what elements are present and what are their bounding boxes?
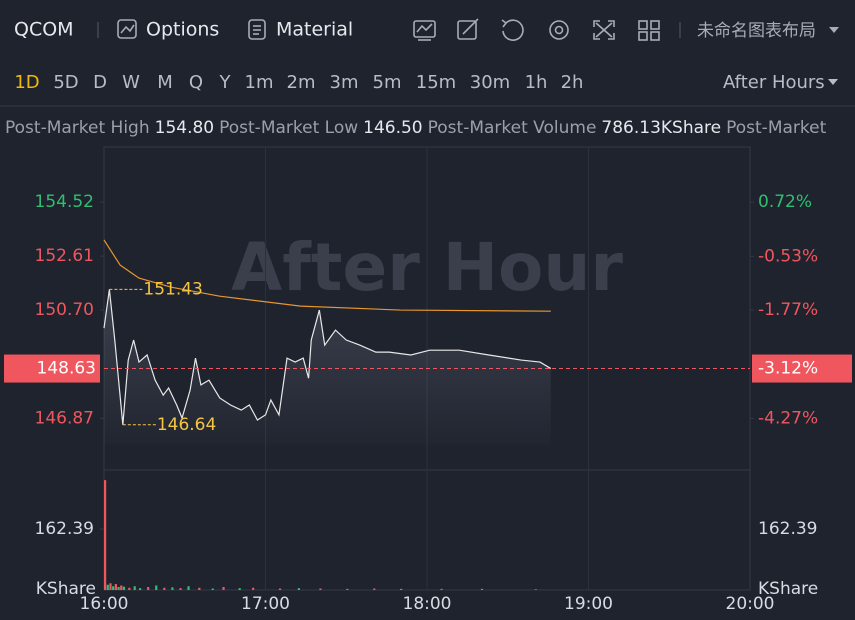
stat-label: Post-Market High <box>5 118 150 138</box>
volume-bar <box>480 588 484 590</box>
volume-bar <box>109 583 112 590</box>
volume-bar <box>147 587 150 590</box>
price-area <box>104 289 551 445</box>
volume-bar <box>122 586 126 590</box>
timeframe-button[interactable]: Y <box>219 72 232 93</box>
session-selector[interactable]: After Hours <box>723 72 825 93</box>
volume-bar <box>138 588 142 590</box>
timeframe-button[interactable]: 3m <box>330 72 359 93</box>
volume-bar <box>278 588 282 590</box>
stats-row: Post-Market High 154.80 Post-Market Low 146… <box>5 118 827 138</box>
y2-tick-label: 0.72% <box>758 192 812 212</box>
volume-bar <box>440 588 443 590</box>
last-price-box <box>4 354 100 383</box>
timeframe-button[interactable]: 2h <box>561 72 584 93</box>
options-icon[interactable] <box>117 19 137 39</box>
price-line <box>103 239 551 312</box>
volume-tick-label: 162.39 <box>35 519 94 539</box>
material-icon[interactable] <box>248 19 266 40</box>
x-tick-label: 17:00 <box>241 594 290 614</box>
volume-bar <box>238 588 241 590</box>
volume-bar <box>252 587 255 590</box>
symbol[interactable]: QCOM <box>14 19 74 41</box>
x-tick-label: 20:00 <box>726 594 775 614</box>
volume-bar <box>104 480 107 590</box>
volume-tick-label: 162.39 <box>758 519 817 539</box>
volume-bar <box>128 587 131 590</box>
timeframe-button[interactable]: 1D <box>14 72 39 93</box>
volume-bar <box>163 587 166 590</box>
volume-bar <box>133 586 136 590</box>
stat-value: 146.50 <box>363 118 422 138</box>
last-change-label: -3.12% <box>758 359 818 379</box>
volume-bar <box>222 587 225 590</box>
layout-name[interactable]: 未命名图表布局 <box>697 21 816 41</box>
volume-bar <box>117 587 120 590</box>
timeframe-button[interactable]: M <box>157 72 173 93</box>
timeframe-button[interactable]: 15m <box>416 72 456 93</box>
extreme-label: 146.64 <box>157 415 216 435</box>
x-tick-label: 16:00 <box>80 594 129 614</box>
volume-bar <box>112 586 115 590</box>
stat-label: Post-Market <box>726 118 826 138</box>
volume-bar <box>211 588 214 590</box>
dropdown-arrow[interactable] <box>828 79 838 85</box>
x-tick-label: 19:00 <box>564 594 613 614</box>
volume-bar <box>534 589 537 590</box>
timeframe-button[interactable]: 5m <box>373 72 402 93</box>
settings-icon[interactable] <box>549 20 569 40</box>
volume-bar <box>198 587 201 590</box>
x-tick-label: 18:00 <box>403 594 452 614</box>
indicator-icon[interactable] <box>413 20 436 41</box>
stat-label: Post-Market Volume <box>428 118 597 138</box>
y-tick-label: 152.61 <box>35 246 94 266</box>
stat-value: 786.13KShare <box>601 118 721 138</box>
draw-icon[interactable] <box>457 18 479 40</box>
volume-bar <box>187 586 190 590</box>
timeframe-bar: 1D 5D D W M Q Y 1m 2m 3m 5m 15m 30m 1h 2h <box>14 72 583 93</box>
timeframe-button[interactable]: W <box>122 72 140 93</box>
volume-bar <box>297 588 300 590</box>
y-tick-label: 154.52 <box>35 192 94 212</box>
dropdown-arrow[interactable] <box>829 27 839 33</box>
y2-tick-label: -0.53% <box>758 246 818 266</box>
options-button[interactable]: Options <box>146 19 219 41</box>
volume-bar <box>179 588 182 590</box>
y2-tick-label: -1.77% <box>758 300 818 320</box>
volume-bar <box>373 588 376 590</box>
timeframe-button[interactable]: 1m <box>245 72 274 93</box>
timeframe-button[interactable]: 1h <box>525 72 548 93</box>
fullscreen-icon[interactable] <box>593 20 615 40</box>
volume-bar <box>155 585 158 590</box>
y-tick-label: 146.87 <box>35 408 94 428</box>
timeframe-button[interactable]: Q <box>189 72 203 93</box>
volume-bar <box>114 584 117 590</box>
volume-bar <box>400 588 403 590</box>
volume-bar <box>346 588 349 590</box>
y-tick-label: 150.70 <box>35 300 94 320</box>
volume-unit: KShare <box>36 579 96 599</box>
volume-bar <box>319 588 322 590</box>
price-line <box>103 289 552 425</box>
timeframe-button[interactable]: 5D <box>53 72 78 93</box>
stat-label: Post-Market Low <box>219 118 358 138</box>
layout-icon[interactable] <box>638 20 660 41</box>
timeframe-button[interactable]: D <box>93 72 107 93</box>
reset-icon[interactable] <box>501 19 524 41</box>
last-price-label: 148.63 <box>37 359 96 379</box>
volume-bar <box>171 587 174 590</box>
timeframe-button[interactable]: 2m <box>287 72 316 93</box>
material-button[interactable]: Material <box>276 19 353 41</box>
volume-bar <box>106 584 109 590</box>
timeframe-button[interactable]: 30m <box>470 72 510 93</box>
y2-tick-label: -4.27% <box>758 408 818 428</box>
extreme-label: 151.43 <box>143 279 202 299</box>
last-change-box <box>752 354 852 383</box>
stat-value: 154.80 <box>155 118 214 138</box>
volume-unit: KShare <box>758 579 818 599</box>
volume-bar <box>120 585 123 590</box>
